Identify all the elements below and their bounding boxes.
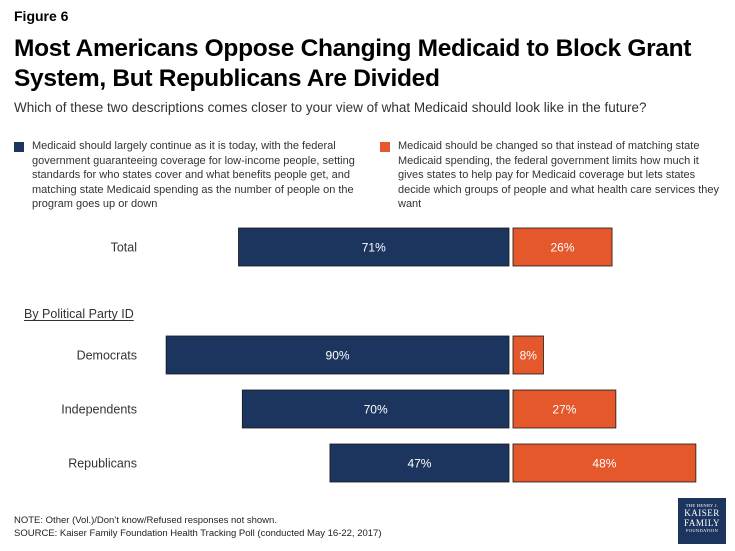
logo-line-3: FAMILY xyxy=(684,518,720,528)
category-label-republicans: Republicans xyxy=(68,457,137,471)
data-label-continue-total: 71% xyxy=(362,241,386,255)
bar-change-republicans xyxy=(512,443,697,483)
bar-continue-total xyxy=(238,227,510,267)
bar-change-independents xyxy=(512,389,617,429)
data-label-change-total: 26% xyxy=(551,241,575,255)
data-label-continue-republicans: 47% xyxy=(407,457,431,471)
kff-logo: THE HENRY J. KAISER FAMILY FOUNDATION xyxy=(678,498,726,544)
legend-swatch-change xyxy=(380,142,390,152)
logo-line-2: KAISER xyxy=(684,508,720,518)
category-label-total: Total xyxy=(111,241,137,255)
data-label-continue-independents: 70% xyxy=(364,403,388,417)
bar-continue-independents xyxy=(241,389,510,429)
bar-continue-republicans xyxy=(329,443,510,483)
legend-item-continue: Medicaid should largely continue as it i… xyxy=(14,139,359,212)
data-label-change-independents: 27% xyxy=(552,403,576,417)
logo-line-1: THE HENRY J. xyxy=(685,503,719,508)
group-label: By Political Party ID xyxy=(24,307,134,321)
source-text: SOURCE: Kaiser Family Foundation Health … xyxy=(14,527,382,539)
category-label-democrats: Democrats xyxy=(77,349,137,363)
chart-subtitle: Which of these two descriptions comes cl… xyxy=(14,100,647,115)
bar-change-total xyxy=(512,227,613,267)
category-label-independents: Independents xyxy=(61,403,137,417)
legend-swatch-continue xyxy=(14,142,24,152)
bar-change-democrats xyxy=(512,335,544,375)
data-label-change-republicans: 48% xyxy=(592,457,616,471)
legend-label-change: Medicaid should be changed so that inste… xyxy=(398,140,720,210)
data-label-continue-democrats: 90% xyxy=(326,349,350,363)
legend-label-continue: Medicaid should largely continue as it i… xyxy=(32,140,355,210)
footnotes: NOTE: Other (Vol.)/Don’t know/Refused re… xyxy=(14,515,382,540)
chart-title: Most Americans Oppose Changing Medicaid … xyxy=(14,35,692,92)
data-label-change-democrats: 8% xyxy=(520,349,538,363)
figure-label: Figure 6 xyxy=(14,8,69,24)
note-text: NOTE: Other (Vol.)/Don’t know/Refused re… xyxy=(14,515,277,526)
legend-item-change: Medicaid should be changed so that inste… xyxy=(380,139,725,212)
logo-line-4: FOUNDATION xyxy=(686,528,718,533)
bar-continue-democrats xyxy=(165,335,510,375)
